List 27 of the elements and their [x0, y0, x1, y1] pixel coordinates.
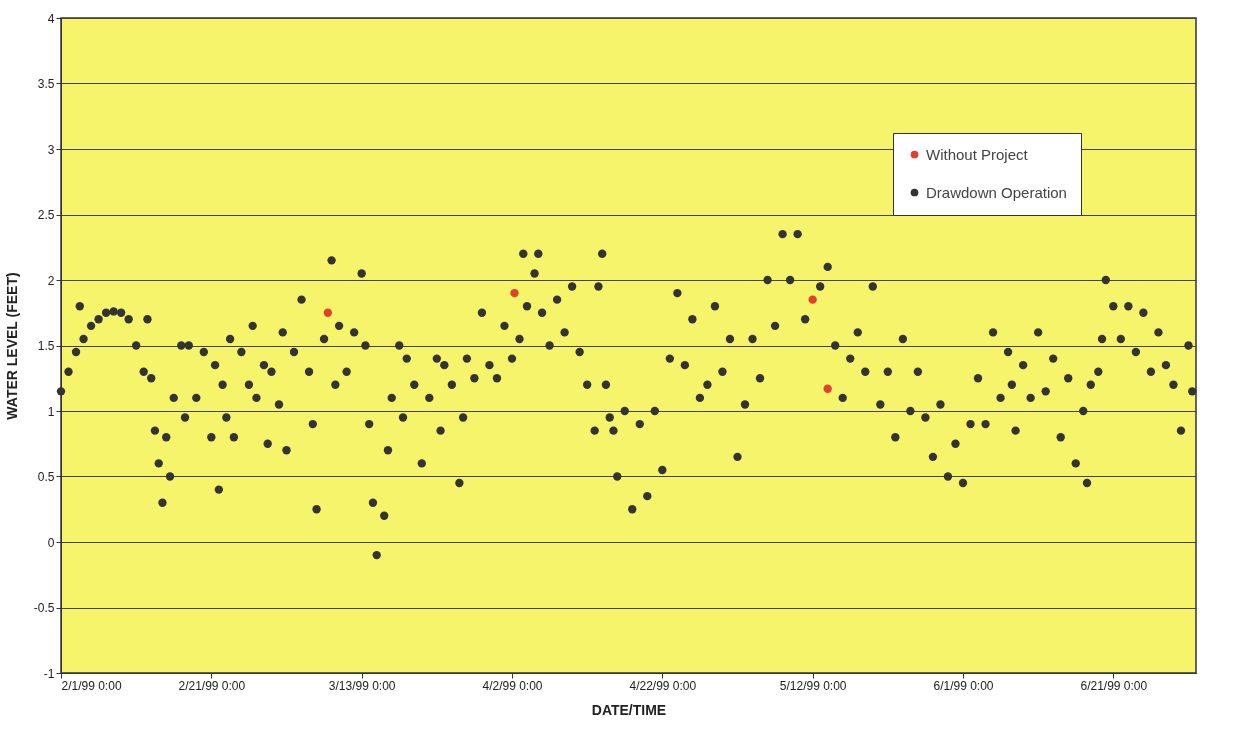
legend-label: Drawdown Operation: [926, 183, 1067, 201]
point: [808, 295, 817, 304]
y-tick-label: -0.5: [33, 601, 55, 615]
x-tick-label: 3/13/99 0:00: [328, 678, 396, 693]
y-tick-label: 1: [47, 404, 55, 419]
x-tick-label: 6/1/99 0:00: [933, 678, 994, 693]
legend-label: Without Project: [926, 145, 1029, 163]
y-tick-label: 0: [47, 535, 55, 550]
point: [323, 308, 333, 317]
point: [510, 288, 519, 298]
y-tick-label: 0.5: [37, 470, 55, 484]
y-tick-label: 2.5: [37, 208, 55, 222]
y-tick-label: 1.5: [37, 339, 55, 353]
x-axis-title: DATE/TIME: [591, 701, 667, 718]
x-tick-label: 4/22/99 0:00: [629, 678, 697, 693]
y-tick-label: 3.5: [37, 77, 55, 91]
point: [823, 384, 832, 393]
x-tick-label: 2/21/99 0:00: [178, 678, 246, 693]
y-tick-label: 3: [47, 142, 55, 157]
x-tick-label: 2/1/99 0:00: [61, 678, 122, 693]
y-axis-title: WATER LEVEL (FEET): [3, 272, 20, 420]
y-tick-label: 2: [47, 273, 55, 288]
x-tick-label: 4/2/99 0:00: [482, 678, 543, 693]
y-tick-label: -1: [43, 666, 55, 681]
y-tick-label: 4: [47, 11, 55, 26]
x-tick-label: 6/21/99 0:00: [1080, 678, 1148, 693]
x-tick-label: 5/12/99 0:00: [779, 678, 847, 693]
